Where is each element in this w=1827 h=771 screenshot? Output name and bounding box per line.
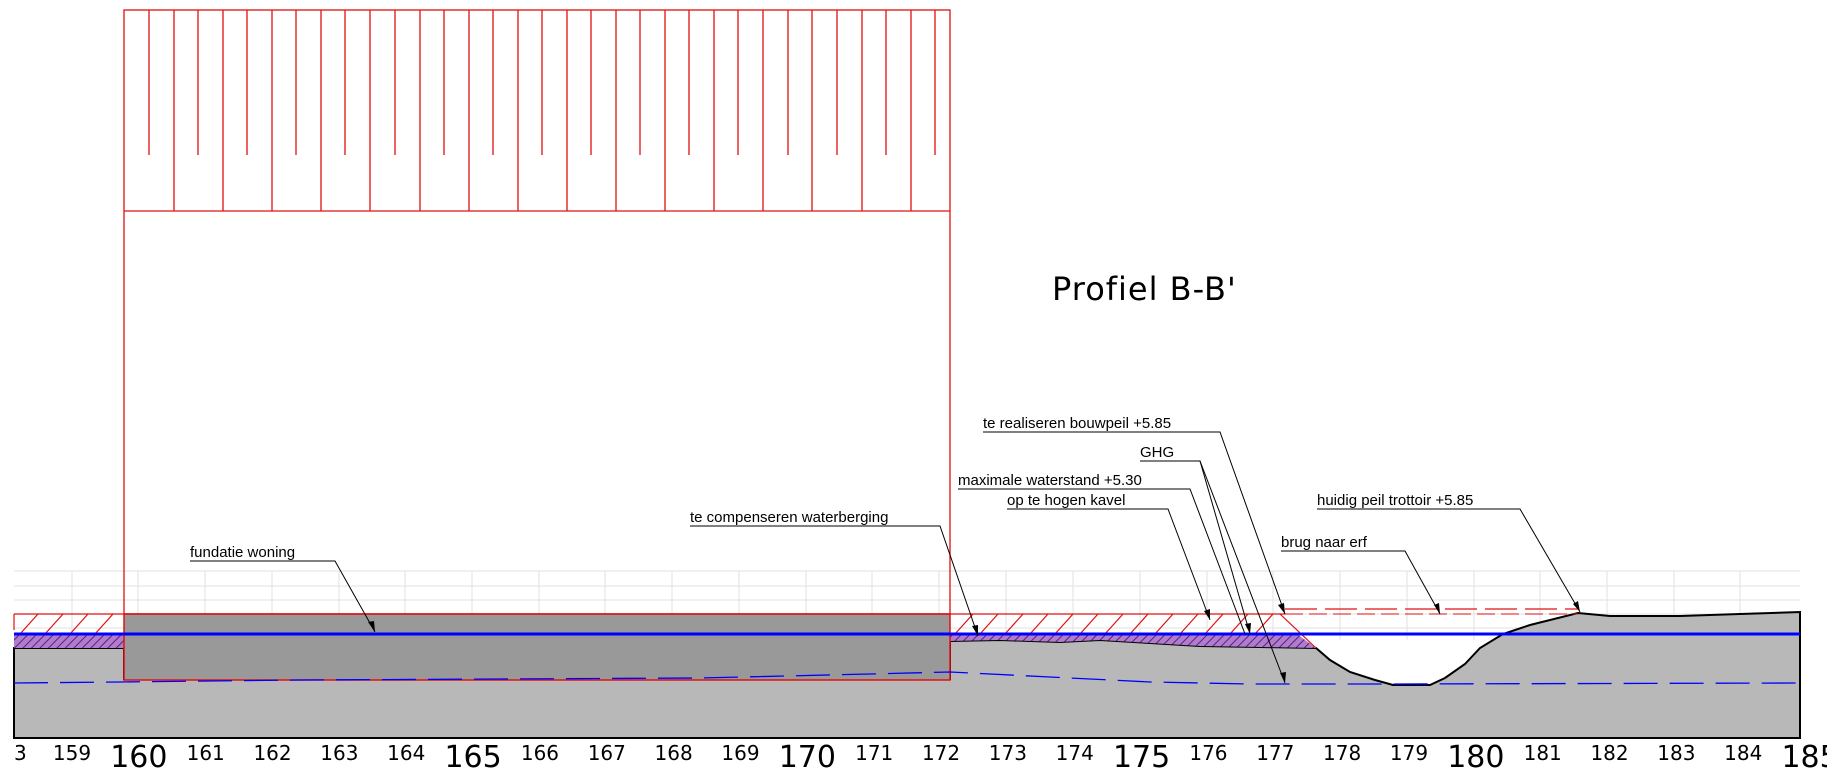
label-op-te-hogen-kavel: op te hogen kavel [1007, 492, 1125, 509]
tick-label-181: 181 [1524, 741, 1562, 765]
ghg-leader [1199, 460, 1286, 684]
tick-label-172: 172 [922, 741, 960, 765]
foundation-block [123, 613, 951, 681]
house-outline [123, 9, 951, 615]
tick-label-168: 168 [655, 741, 693, 765]
label-te-realiseren-bouwpeil: te realiseren bouwpeil +5.85 [983, 415, 1171, 432]
label-huidig-peil-trottoir: huidig peil trottoir +5.85 [1317, 492, 1473, 509]
tick-label-182: 182 [1590, 741, 1628, 765]
tick-label-183: 183 [1657, 741, 1695, 765]
profile-title: Profiel B-B' [1052, 270, 1237, 308]
label-brug-naar-erf: brug naar erf [1281, 534, 1368, 551]
leader-lines [190, 431, 1581, 637]
tick-label-178: 178 [1323, 741, 1361, 765]
tick-label-162: 162 [253, 741, 291, 765]
waterberging-hatch-left [14, 634, 124, 648]
tick-label-160: 160 [110, 740, 167, 771]
tick-label-166: 166 [521, 741, 559, 765]
tick-label-159: 159 [53, 741, 91, 765]
tick-label-179: 179 [1390, 741, 1428, 765]
ghg-dashed-line [13, 671, 1801, 685]
tick-label-175: 175 [1113, 740, 1170, 771]
label-fundatie-woning: fundatie woning [190, 544, 295, 561]
tick-label-163: 163 [320, 741, 358, 765]
tick-label-171: 171 [855, 741, 893, 765]
tick-label-173: 173 [989, 741, 1027, 765]
tick-label-176: 176 [1189, 741, 1227, 765]
tick-label-184: 184 [1724, 741, 1762, 765]
tick-label-180: 180 [1447, 740, 1504, 771]
tick-label-3: 3 [14, 741, 27, 765]
tick-label-165: 165 [444, 740, 501, 771]
tick-label-169: 169 [721, 741, 759, 765]
tick-label-185: 185 [1781, 740, 1827, 771]
tick-label-161: 161 [187, 741, 225, 765]
label-maximale-waterstand: maximale waterstand +5.30 [958, 472, 1142, 489]
label-te-compenseren-waterberging: te compenseren waterberging [690, 509, 888, 526]
tick-label-164: 164 [387, 741, 425, 765]
tick-label-170: 170 [779, 740, 836, 771]
tick-label-174: 174 [1056, 741, 1094, 765]
scale-tick-labels: 3 159 160 161 162 163 164 165 166 167 168 169 170 171… [14, 740, 1827, 771]
label-ghg: GHG [1140, 444, 1174, 461]
waterberging-hatch-right [950, 634, 1316, 648]
tick-label-177: 177 [1256, 741, 1294, 765]
tick-label-167: 167 [588, 741, 626, 765]
